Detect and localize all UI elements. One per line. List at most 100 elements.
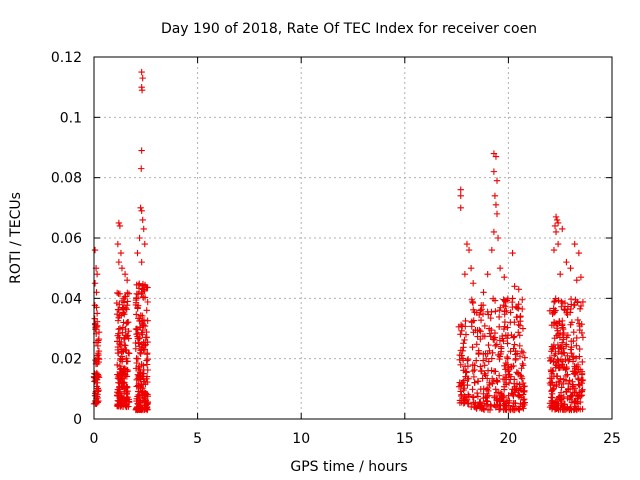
data-point bbox=[93, 393, 101, 400]
data-point bbox=[504, 340, 511, 347]
data-point bbox=[549, 344, 557, 352]
data-point bbox=[469, 361, 476, 369]
data-point bbox=[511, 333, 518, 340]
data-point bbox=[550, 298, 558, 306]
x-tick-label: 15 bbox=[396, 431, 414, 447]
data-point bbox=[485, 325, 493, 332]
data-point bbox=[114, 401, 122, 409]
data-point bbox=[562, 388, 570, 395]
data-point bbox=[553, 216, 561, 224]
data-point bbox=[511, 318, 518, 326]
data-point bbox=[92, 320, 99, 327]
data-point bbox=[480, 289, 487, 296]
data-point bbox=[492, 342, 499, 349]
data-point bbox=[512, 351, 519, 358]
data-point bbox=[94, 339, 102, 346]
data-point bbox=[556, 379, 563, 386]
data-point bbox=[509, 303, 516, 311]
data-point bbox=[519, 349, 527, 356]
data-point bbox=[138, 258, 145, 266]
data-point bbox=[490, 168, 498, 175]
data-point bbox=[464, 356, 472, 363]
data-point bbox=[549, 345, 556, 353]
data-point bbox=[93, 310, 101, 317]
data-point bbox=[573, 277, 580, 284]
data-point bbox=[519, 403, 526, 410]
data-point bbox=[133, 311, 140, 318]
data-point bbox=[554, 356, 561, 363]
data-point bbox=[140, 294, 147, 301]
data-point bbox=[494, 234, 502, 242]
data-point bbox=[462, 323, 469, 330]
data-point bbox=[557, 271, 564, 278]
data-point bbox=[520, 362, 527, 369]
data-point bbox=[119, 375, 126, 382]
data-point bbox=[579, 386, 586, 393]
data-point bbox=[477, 402, 485, 410]
data-point bbox=[562, 343, 570, 350]
data-point bbox=[93, 352, 101, 359]
data-point bbox=[548, 388, 555, 395]
x-tick-label: 5 bbox=[193, 431, 202, 447]
data-point bbox=[571, 363, 578, 370]
data-point bbox=[497, 402, 504, 409]
data-point bbox=[492, 153, 500, 160]
data-point bbox=[508, 405, 516, 413]
data-point bbox=[513, 304, 521, 311]
data-point bbox=[515, 305, 522, 312]
data-point bbox=[123, 320, 130, 327]
data-point bbox=[95, 329, 103, 336]
data-point bbox=[493, 389, 501, 396]
x-axis-label: GPS time / hours bbox=[290, 459, 407, 475]
data-point bbox=[482, 350, 489, 357]
data-point bbox=[133, 281, 140, 289]
data-point bbox=[505, 392, 512, 399]
data-point bbox=[118, 345, 126, 353]
data-point bbox=[518, 348, 525, 355]
data-point bbox=[492, 386, 499, 393]
x-tick-label: 0 bbox=[90, 431, 99, 447]
data-point bbox=[138, 361, 145, 368]
data-point bbox=[144, 284, 151, 291]
data-point bbox=[138, 147, 145, 154]
data-point bbox=[515, 329, 522, 336]
data-point bbox=[484, 271, 491, 278]
data-point bbox=[519, 296, 526, 303]
data-point bbox=[546, 354, 554, 362]
data-point bbox=[138, 86, 146, 94]
data-point bbox=[140, 388, 148, 395]
data-point bbox=[474, 378, 482, 385]
data-point bbox=[139, 312, 146, 320]
data-point bbox=[140, 225, 147, 233]
data-point bbox=[144, 378, 151, 386]
data-point bbox=[562, 372, 570, 380]
data-point bbox=[139, 74, 146, 82]
data-point bbox=[518, 375, 526, 382]
data-point bbox=[457, 331, 464, 338]
data-point bbox=[503, 353, 511, 361]
data-point bbox=[560, 325, 567, 333]
data-point bbox=[140, 370, 147, 377]
data-point bbox=[500, 386, 508, 393]
data-point bbox=[574, 316, 582, 324]
data-point bbox=[568, 349, 575, 357]
data-point bbox=[558, 384, 565, 391]
data-point bbox=[140, 316, 148, 324]
data-point bbox=[551, 222, 559, 230]
data-point bbox=[511, 341, 518, 348]
data-point bbox=[455, 323, 463, 330]
data-point bbox=[462, 331, 470, 338]
data-point bbox=[497, 350, 504, 358]
data-point bbox=[115, 334, 123, 341]
data-point bbox=[506, 397, 513, 404]
data-point bbox=[144, 398, 151, 406]
data-point bbox=[123, 277, 131, 284]
data-point bbox=[500, 325, 508, 333]
data-point bbox=[457, 347, 465, 354]
data-point bbox=[520, 399, 527, 407]
data-point bbox=[498, 394, 506, 402]
data-point bbox=[461, 363, 469, 370]
data-point bbox=[512, 356, 519, 364]
data-point bbox=[115, 389, 122, 397]
data-point bbox=[140, 381, 147, 388]
